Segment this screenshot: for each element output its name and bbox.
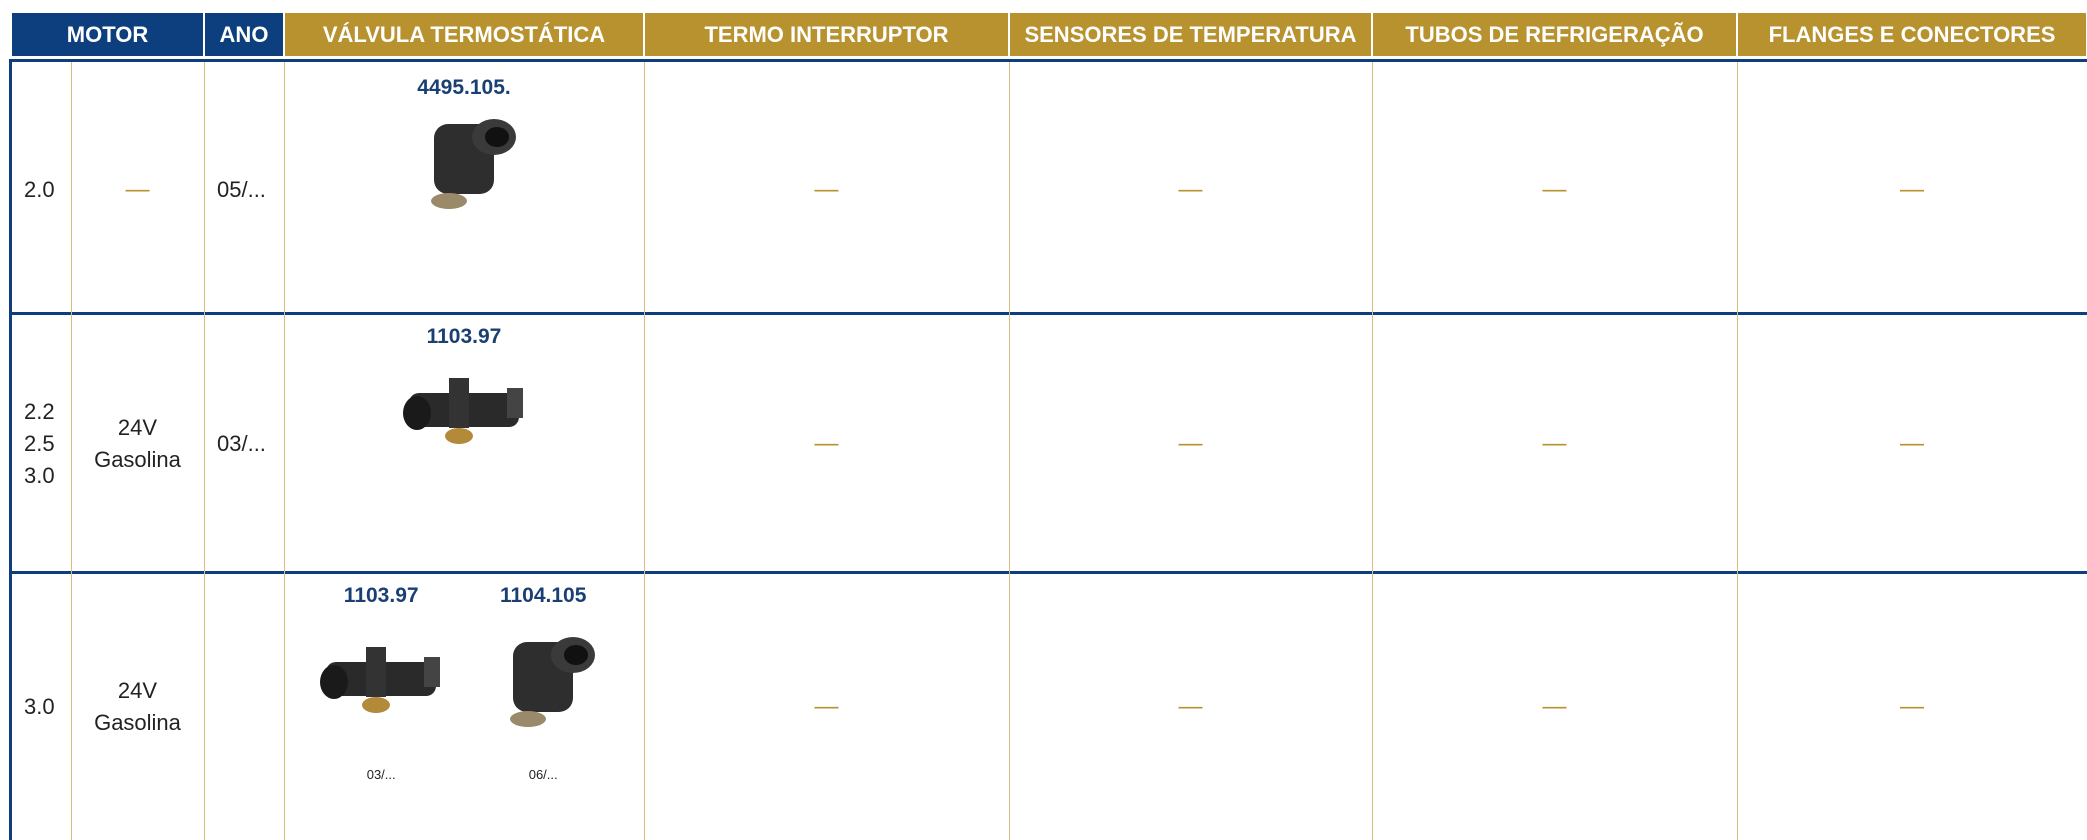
flanges-cell: — bbox=[1737, 66, 2087, 313]
part-image bbox=[403, 378, 523, 444]
dash: — bbox=[814, 429, 839, 457]
type-text: Gasolina bbox=[94, 446, 181, 472]
tubos-cell: — bbox=[1372, 574, 1737, 840]
sensores-cell: — bbox=[1009, 315, 1372, 572]
dash: — bbox=[1178, 429, 1203, 457]
type-text: — bbox=[125, 175, 150, 203]
year-cell: 05/... bbox=[204, 66, 284, 313]
header-cell: TERMO INTERRUPTOR bbox=[645, 13, 1008, 56]
flanges-cell: — bbox=[1737, 574, 2087, 840]
part-date: 06/... bbox=[528, 767, 558, 782]
col-rule bbox=[1737, 62, 1738, 840]
header-cell: FLANGES E CONECTORES bbox=[1738, 13, 2086, 56]
dash: — bbox=[1900, 175, 1924, 203]
type-cell: 24V Gasolina bbox=[71, 315, 204, 572]
dash: — bbox=[1542, 175, 1567, 203]
termo-cell: — bbox=[644, 66, 1009, 313]
motor-cell: 2.0 bbox=[11, 66, 71, 313]
sensores-cell: — bbox=[1009, 574, 1372, 840]
type-cell: — bbox=[71, 66, 204, 313]
tubos-cell: — bbox=[1372, 315, 1737, 572]
dash: — bbox=[1900, 429, 1924, 457]
year-cell bbox=[204, 574, 284, 840]
header-cell: VÁLVULA TERMOSTÁTICA bbox=[285, 13, 643, 56]
col-rule bbox=[1009, 62, 1010, 840]
type-text: 24V bbox=[117, 678, 158, 703]
dash: — bbox=[814, 693, 839, 720]
header-cell: ANO bbox=[205, 13, 283, 56]
motor-cell: 2.2 2.5 3.0 bbox=[11, 315, 71, 572]
motor-text: 3.0 bbox=[24, 694, 55, 719]
motor-text: 2.0 bbox=[24, 176, 55, 202]
row-rule bbox=[11, 571, 2087, 574]
dash: — bbox=[1542, 429, 1567, 457]
termo-cell: — bbox=[644, 315, 1009, 572]
part-image-box bbox=[306, 627, 456, 741]
type-cell: 24V Gasolina bbox=[71, 574, 204, 840]
col-rule bbox=[1372, 62, 1373, 840]
header-cell: TUBOS DE REFRIGERAÇÃO bbox=[1373, 13, 1736, 56]
dash: — bbox=[1178, 175, 1203, 203]
motor-cell: 3.0 bbox=[11, 574, 71, 840]
part-image-box bbox=[389, 358, 539, 472]
year-text: 05/... bbox=[217, 176, 266, 202]
part-image bbox=[510, 637, 596, 727]
sensores-cell: — bbox=[1009, 66, 1372, 313]
type-text: Gasolina bbox=[94, 710, 181, 735]
motor-text: 2.5 bbox=[24, 430, 55, 456]
row-rule bbox=[11, 312, 2087, 315]
part-code: 1104.105 bbox=[499, 584, 587, 607]
part-image bbox=[431, 119, 516, 209]
part-image-box bbox=[389, 109, 539, 223]
col-rule bbox=[644, 62, 645, 840]
flanges-cell: — bbox=[1737, 315, 2087, 572]
part-code: 1103.97 bbox=[426, 325, 502, 348]
header-cell: SENSORES DE TEMPERATURA bbox=[1010, 13, 1371, 56]
motor-text: 3.0 bbox=[24, 462, 55, 488]
dash: — bbox=[814, 175, 839, 203]
year-text: 03/... bbox=[217, 430, 266, 456]
col-rule bbox=[284, 62, 285, 840]
motor-text: 2.2 bbox=[24, 398, 55, 424]
dash: — bbox=[1178, 693, 1203, 720]
tubos-cell: — bbox=[1372, 66, 1737, 313]
part-code: 1103.97 bbox=[343, 584, 419, 607]
part-image bbox=[320, 647, 441, 713]
dash: — bbox=[1900, 693, 1924, 720]
year-cell: 03/... bbox=[204, 315, 284, 572]
part-date: 03/... bbox=[366, 767, 396, 782]
col-rule bbox=[204, 62, 205, 840]
type-text: 24V bbox=[117, 414, 158, 440]
left-border bbox=[9, 59, 12, 840]
col-rule bbox=[71, 62, 72, 840]
dash: — bbox=[1542, 693, 1567, 720]
part-code: 4495.105. bbox=[417, 76, 511, 99]
termo-cell: — bbox=[644, 574, 1009, 840]
header-cell: MOTOR bbox=[12, 13, 203, 56]
part-image-box bbox=[468, 627, 618, 741]
header-rule bbox=[11, 59, 2087, 62]
